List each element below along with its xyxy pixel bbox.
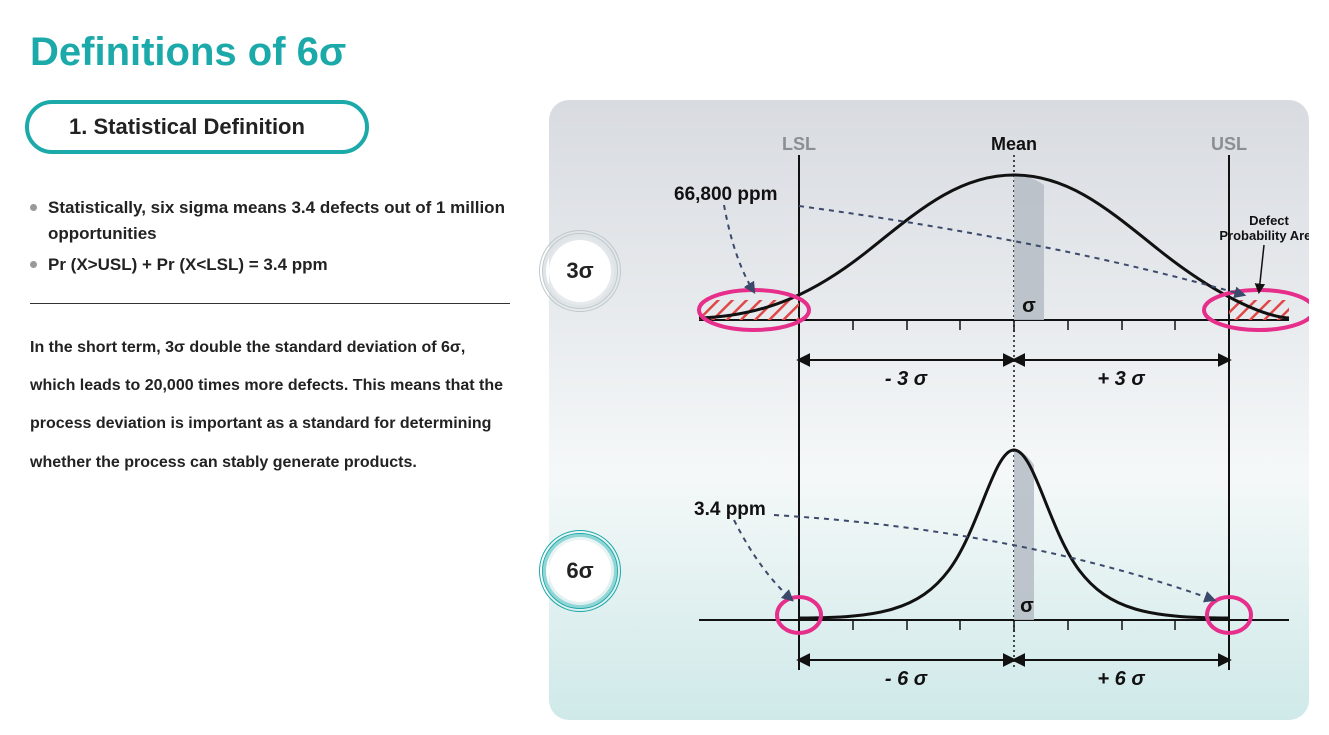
bullet-item: Pr (X>USL) + Pr (X<LSL) = 3.4 ppm [30,252,510,278]
range-left-6s: - 6 σ [885,668,928,690]
range-right-6s: + 6 σ [1097,668,1145,690]
bullet-list: Statistically, six sigma means 3.4 defec… [30,195,510,278]
defect-pointer-3s [1259,245,1264,292]
sigma-symbol-6s: σ [1020,595,1034,617]
ppm-arrow-right-6s [774,515,1214,600]
lsl-label: LSL [782,134,816,154]
ppm-arrow-left-3s [724,205,754,292]
explanation-paragraph: In the short term, 3σ double the standar… [30,329,510,483]
defect-label-2: Probability Area [1219,228,1309,243]
ppm-arrow-left-6s [734,520,792,600]
badge-3sigma-label: 3σ [549,240,611,302]
chart-3sigma: σ - 3 σ + 3 σ 66,800 ppm [674,175,1309,390]
bullet-item: Statistically, six sigma means 3.4 defec… [30,195,510,246]
section-heading-pill: 1. Statistical Definition [25,100,369,154]
badge-6sigma: 6σ [539,530,621,612]
ppm-label-3s: 66,800 ppm [674,184,778,205]
sigma-symbol-3s: σ [1022,295,1036,317]
mean-label: Mean [991,134,1037,154]
usl-label: USL [1211,134,1247,154]
range-right-3s: + 3 σ [1097,368,1145,390]
ppm-label-6s: 3.4 ppm [694,499,766,520]
page-title: Definitions of 6σ [0,0,1329,75]
divider [30,303,510,304]
chart-6sigma: σ - 6 σ + 6 σ 3.4 ppm [694,450,1289,690]
bell-curve-3s [699,175,1289,318]
diagram-panel: 3σ 6σ LSL Mean USL Defect Probabil [549,100,1309,720]
badge-6sigma-label: 6σ [549,540,611,602]
range-left-3s: - 3 σ [885,368,928,390]
defect-label-1: Defect [1249,213,1289,228]
diagram-svg: LSL Mean USL Defect Probability Area [549,100,1309,720]
badge-3sigma: 3σ [539,230,621,312]
left-column: Statistically, six sigma means 3.4 defec… [30,180,510,482]
